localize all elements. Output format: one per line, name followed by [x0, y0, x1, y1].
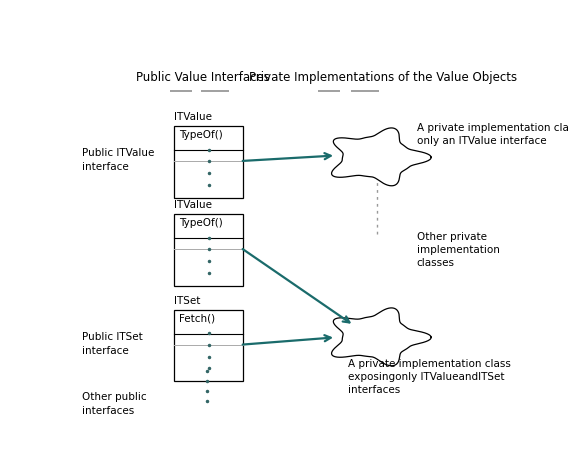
Bar	[174, 127, 243, 198]
Text: A private implementation class
exposingonly ITValueandITSet
interfaces: A private implementation class exposingo…	[348, 358, 511, 394]
Bar	[174, 215, 243, 286]
Text: Other public
interfaces: Other public interfaces	[82, 391, 147, 416]
Text: TypeOf(): TypeOf()	[179, 218, 223, 228]
Text: ITValue: ITValue	[174, 200, 212, 210]
Text: Public ITSet
interface: Public ITSet interface	[82, 331, 143, 355]
Bar	[174, 310, 243, 381]
Text: ITSet: ITSet	[174, 295, 201, 305]
Text: Fetch(): Fetch()	[179, 313, 215, 323]
Text: ITValue: ITValue	[174, 112, 212, 122]
Text: A private implementation class exposing
only an ITValue interface: A private implementation class exposing …	[416, 122, 568, 146]
Text: Public ITValue
interface: Public ITValue interface	[82, 148, 154, 172]
Text: TypeOf(): TypeOf()	[179, 129, 223, 139]
Text: Public Value Interfaces: Public Value Interfaces	[136, 71, 270, 84]
Text: Other private
implementation
classes: Other private implementation classes	[416, 231, 499, 268]
Text: Private Implementations of the Value Objects: Private Implementations of the Value Obj…	[249, 71, 517, 84]
